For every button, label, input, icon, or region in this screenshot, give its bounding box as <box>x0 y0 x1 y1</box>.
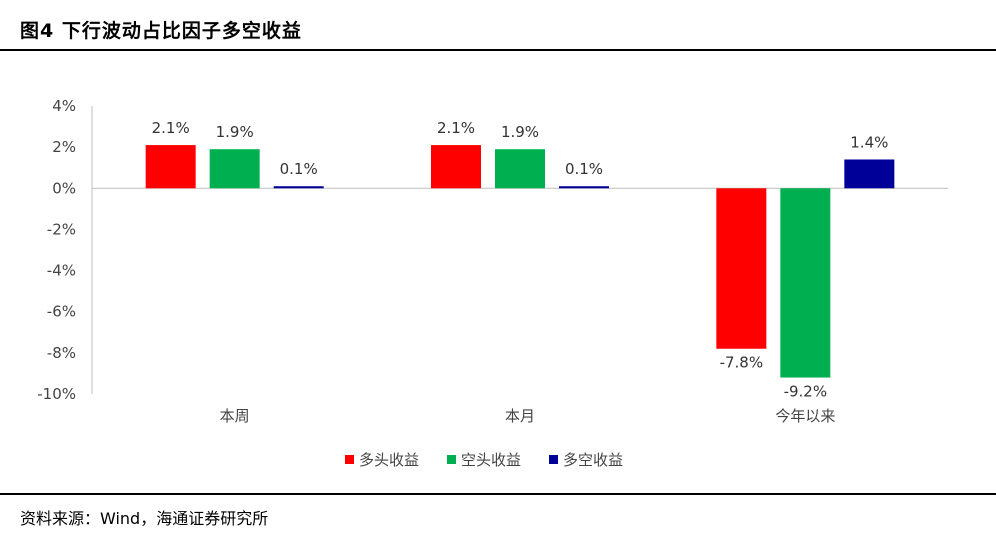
figure-title-bar: 图4 下行波动占比因子多空收益 <box>0 0 996 51</box>
legend-label: 多空收益 <box>563 451 623 469</box>
y-tick-label: -2% <box>47 220 76 238</box>
bar <box>495 149 545 189</box>
category-label: 本月 <box>505 407 535 425</box>
data-label: -7.8% <box>720 354 764 372</box>
bar <box>209 149 260 189</box>
data-label: 0.1% <box>280 160 318 178</box>
y-tick-label: -10% <box>37 385 76 403</box>
data-label: 0.1% <box>565 160 603 178</box>
data-label: 1.9% <box>216 123 254 141</box>
bar <box>145 145 196 189</box>
data-label: 2.1% <box>152 119 190 137</box>
source-text: 资料来源：Wind，海通证券研究所 <box>20 509 269 528</box>
data-labels: 2.1% 1.9% 0.1% 2.1% 1.9% 0.1% -7.8% -9.2% 1.4% <box>152 119 889 400</box>
bar <box>716 188 767 349</box>
y-tick-label: -4% <box>47 262 76 280</box>
bar <box>559 186 609 189</box>
figure-title: 图4 下行波动占比因子多空收益 <box>20 20 302 42</box>
legend-swatch <box>345 455 354 464</box>
chart: 4% 2% 0% -2% -4% -6% -8% -10% 2.1% 1.9% 0.1% 2.1% 1… <box>37 97 948 469</box>
data-label: 1.9% <box>501 123 539 141</box>
legend-swatch <box>549 455 558 464</box>
legend-label: 空头收益 <box>461 451 521 469</box>
y-tick-label: 0% <box>52 179 76 197</box>
category-labels: 本周 本月 今年以来 <box>220 407 836 425</box>
legend-label: 多头收益 <box>359 451 419 469</box>
y-tick-labels: 4% 2% 0% -2% -4% -6% -8% -10% <box>37 97 76 403</box>
legend: 多头收益 空头收益 多空收益 <box>345 451 623 469</box>
bar <box>780 188 831 378</box>
data-label: -9.2% <box>784 383 828 401</box>
bar <box>844 159 895 189</box>
category-label: 今年以来 <box>775 407 835 425</box>
y-tick-label: 4% <box>52 97 76 115</box>
data-label: 2.1% <box>437 119 475 137</box>
bars <box>145 145 895 378</box>
y-tick-label: -8% <box>47 344 76 362</box>
legend-swatch <box>447 455 456 464</box>
y-tick-label: -6% <box>47 303 76 321</box>
data-label: 1.4% <box>850 133 888 151</box>
bar <box>431 145 481 189</box>
y-tick-label: 2% <box>52 138 76 156</box>
category-label: 本周 <box>220 407 250 425</box>
bar <box>273 186 324 189</box>
source-footer: 资料来源：Wind，海通证券研究所 <box>0 493 996 533</box>
